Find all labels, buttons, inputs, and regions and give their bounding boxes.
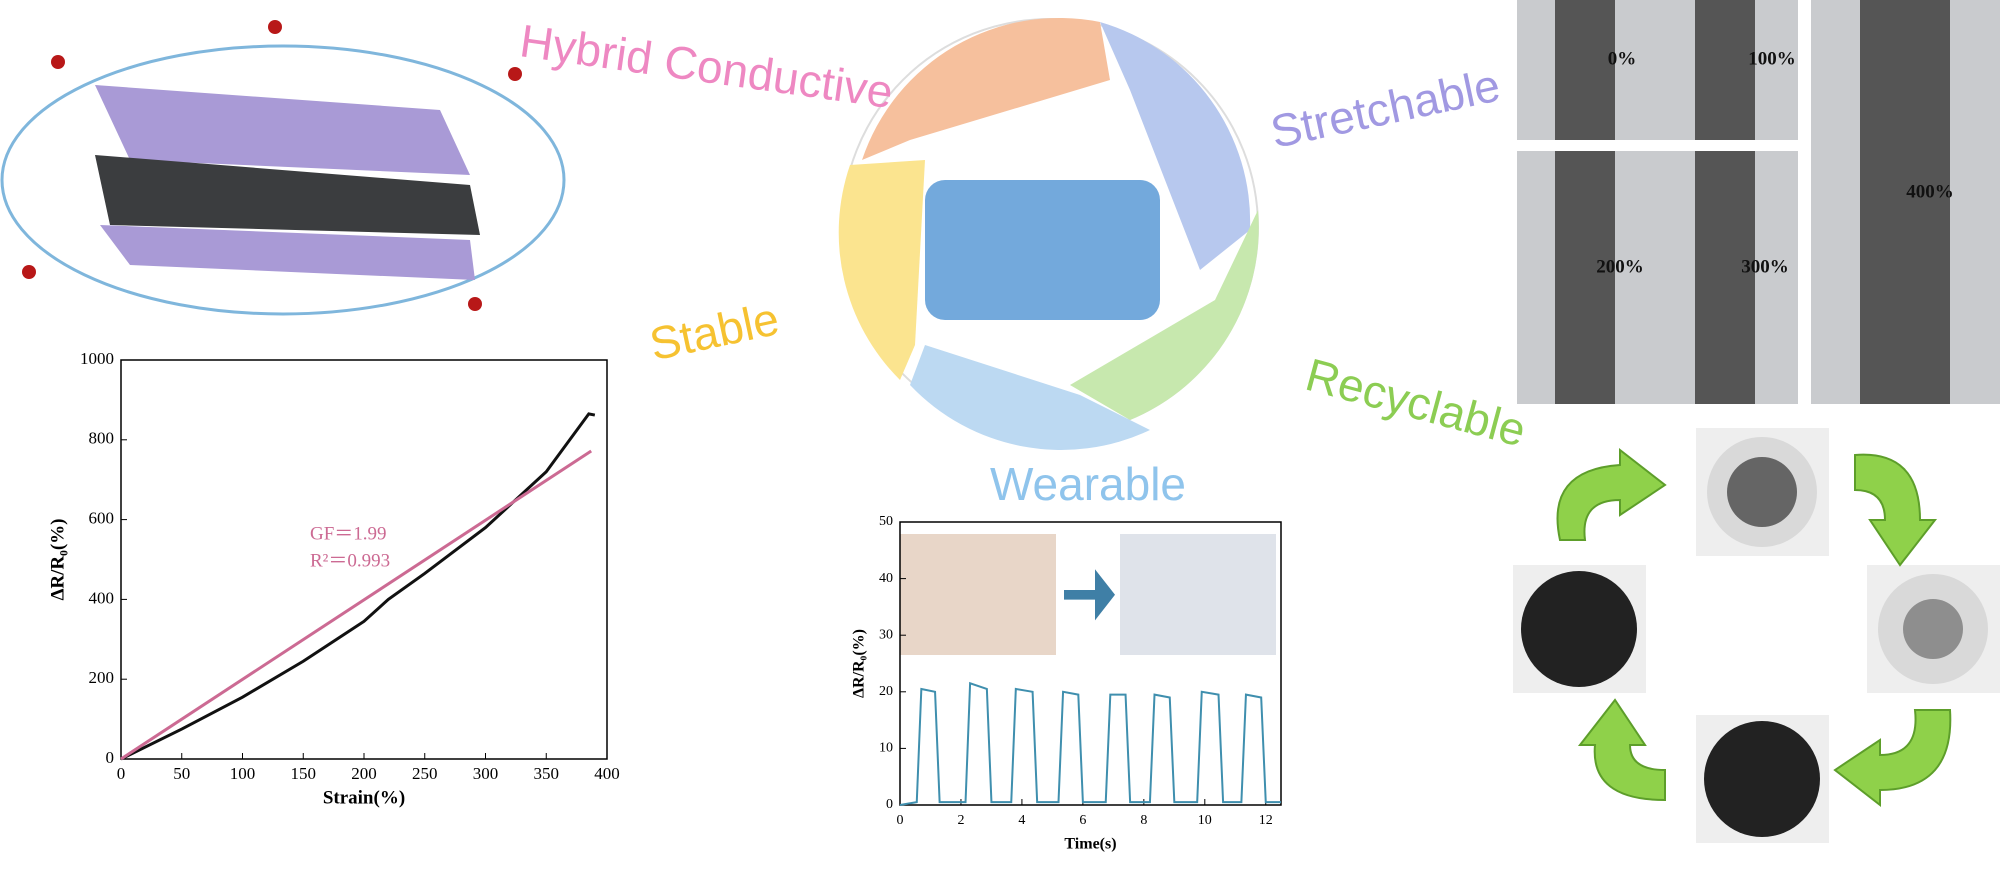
x-tick-label: 150 [291,764,317,783]
x-axis-label: Time(s) [1064,836,1116,853]
x-tick-label: 300 [473,764,499,783]
x-tick-label: 2 [957,813,964,828]
data-line [899,681,1281,806]
x-axis-label: Strain(%) [323,787,405,808]
label-stretchable: Stretchable [1266,59,1504,158]
stretch-label: 300% [1741,256,1789,277]
y-tick-label: 800 [89,429,115,448]
y-tick-label: 0 [886,797,893,812]
y-tick-label: 20 [879,684,893,699]
stretch-label: 200% [1596,256,1644,277]
y-tick-label: 400 [89,588,115,607]
y-tick-label: 0 [106,748,115,767]
stretch-label: 100% [1748,48,1796,69]
y-tick-label: 1000 [80,349,114,368]
y-tick-label: 50 [879,514,893,529]
x-tick-label: 12 [1259,813,1273,828]
x-tick-label: 10 [1198,813,1212,828]
x-tick-label: 4 [1018,813,1025,828]
x-tick-label: 400 [594,764,620,783]
label-stable: Stable [645,292,783,370]
charts: 0 50 100 150 200 250 300 350 4000200400600800100… [47,349,1282,853]
annotation: GF＝1.99 [310,523,387,544]
y-tick-label: 10 [879,741,893,756]
label-recyclable: Recyclable [1301,348,1532,456]
x-tick-label: 200 [351,764,377,783]
y-axis-label: ΔR/R₀(%) [851,629,868,698]
data-line [120,449,593,761]
x-tick-label: 0 [897,813,904,828]
x-tick-label: 350 [534,764,560,783]
x-tick-label: 8 [1140,813,1147,828]
x-tick-label: 50 [173,764,190,783]
label-hybrid: Hybrid Conductive [517,14,896,118]
layered-structure [0,20,566,316]
wrist-photos [900,534,1276,655]
plot-frame [899,521,1282,806]
x-tick-label: 0 [117,764,126,783]
x-tick-label: 250 [412,764,438,783]
stretch-photos [1517,0,2000,404]
annotation: R²＝0.993 [310,550,390,571]
stretch-label: 0% [1608,48,1637,69]
y-tick-label: 40 [879,571,893,586]
stretch-label: 400% [1906,181,1954,202]
y-tick-label: 600 [89,509,115,528]
y-axis-label: ΔR/R₀(%) [47,519,68,601]
y-tick-label: 30 [879,627,893,642]
x-tick-label: 100 [230,764,256,783]
label-wearable: Wearable [990,458,1186,510]
x-tick-label: 6 [1079,813,1086,828]
y-tick-label: 200 [89,668,115,687]
property-wheel [838,17,1259,450]
data-line [120,412,596,761]
recycle-cycle [1513,428,2000,843]
